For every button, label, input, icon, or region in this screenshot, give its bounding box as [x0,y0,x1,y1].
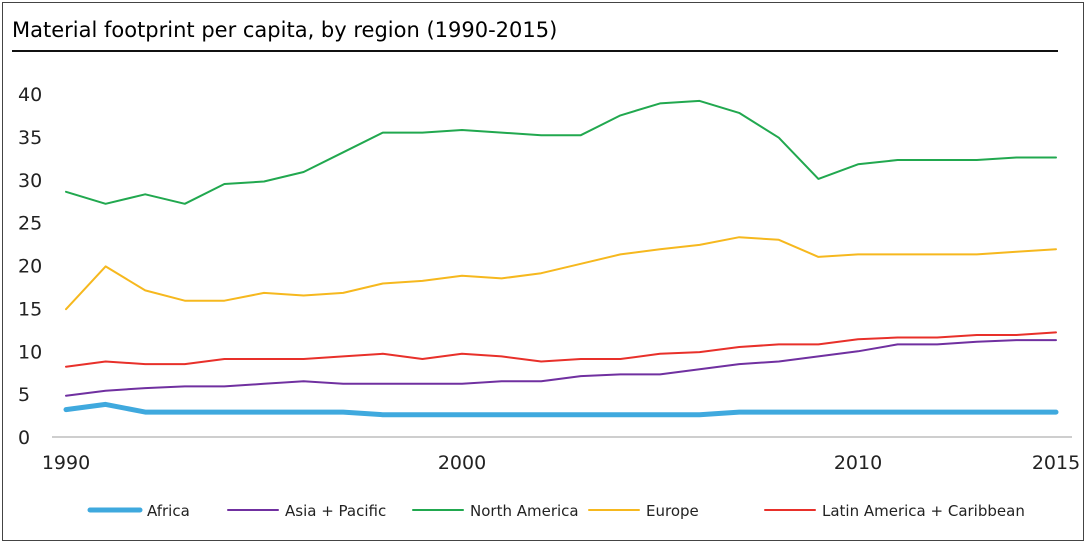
series-line-latin-america-caribbean [65,331,1057,368]
x-tick-label: 2015 [1032,452,1080,474]
y-tick-label: 20 [18,256,42,278]
legend-label-latin-america-caribbean: Latin America + Caribbean [822,502,1025,520]
y-tick-label: 40 [18,84,42,106]
legend-label-asia-pacific: Asia + Pacific [285,502,386,520]
y-tick-label: 15 [18,298,42,320]
title-rule [12,50,1058,52]
y-tick-label: 35 [18,127,42,149]
series-line-europe [65,236,1057,311]
legend-label-europe: Europe [646,502,699,520]
y-tick-label: 0 [18,427,30,449]
y-tick-label: 30 [18,170,42,192]
chart-title: Material footprint per capita, by region… [12,18,558,42]
x-tick-label: 2000 [438,452,486,474]
y-tick-label: 5 [18,384,30,406]
x-tick-label: 2010 [834,452,882,474]
x-tick-label: 1990 [42,452,90,474]
y-tick-label: 25 [18,213,42,235]
series-line-asia-pacific [65,339,1057,397]
legend-label-africa: Africa [147,502,190,520]
series-line-north-america [65,99,1057,205]
legend-label-north-america: North America [470,502,579,520]
y-tick-label: 10 [18,341,42,363]
series-line-africa [63,401,1059,418]
